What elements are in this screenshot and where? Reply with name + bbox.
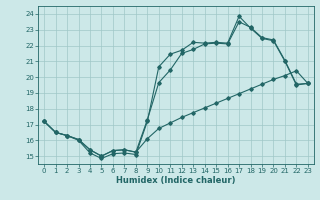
X-axis label: Humidex (Indice chaleur): Humidex (Indice chaleur) xyxy=(116,176,236,185)
